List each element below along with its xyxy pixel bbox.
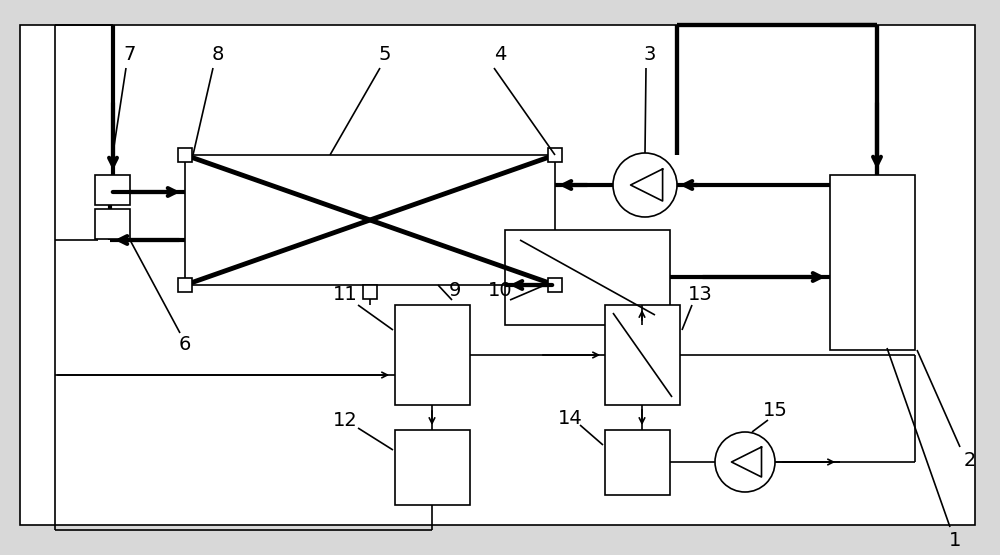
Circle shape (613, 153, 677, 217)
Bar (395, 430, 470, 505)
Text: 15: 15 (763, 401, 787, 420)
Bar (830, 175, 915, 350)
Text: 6: 6 (179, 336, 191, 355)
Bar (95, 209, 130, 239)
Bar (178, 148, 192, 162)
Bar (363, 285, 377, 299)
Bar (605, 430, 670, 495)
Bar (185, 155, 555, 285)
Text: 3: 3 (644, 46, 656, 64)
Text: 5: 5 (379, 46, 391, 64)
Text: 8: 8 (212, 46, 224, 64)
Text: 13: 13 (688, 285, 712, 305)
Text: 7: 7 (124, 46, 136, 64)
Circle shape (715, 432, 775, 492)
Bar (548, 148, 562, 162)
Text: 12: 12 (333, 411, 357, 430)
Text: 4: 4 (494, 46, 506, 64)
Bar (178, 278, 192, 292)
Text: 10: 10 (488, 280, 512, 300)
Bar (605, 305, 680, 405)
Text: 2: 2 (964, 451, 976, 470)
Bar (505, 230, 670, 325)
Text: 14: 14 (558, 408, 582, 427)
Text: 11: 11 (333, 285, 357, 305)
Bar (95, 175, 130, 205)
Bar (395, 305, 470, 405)
Text: 9: 9 (449, 280, 461, 300)
Text: 1: 1 (949, 531, 961, 549)
Bar (548, 278, 562, 292)
